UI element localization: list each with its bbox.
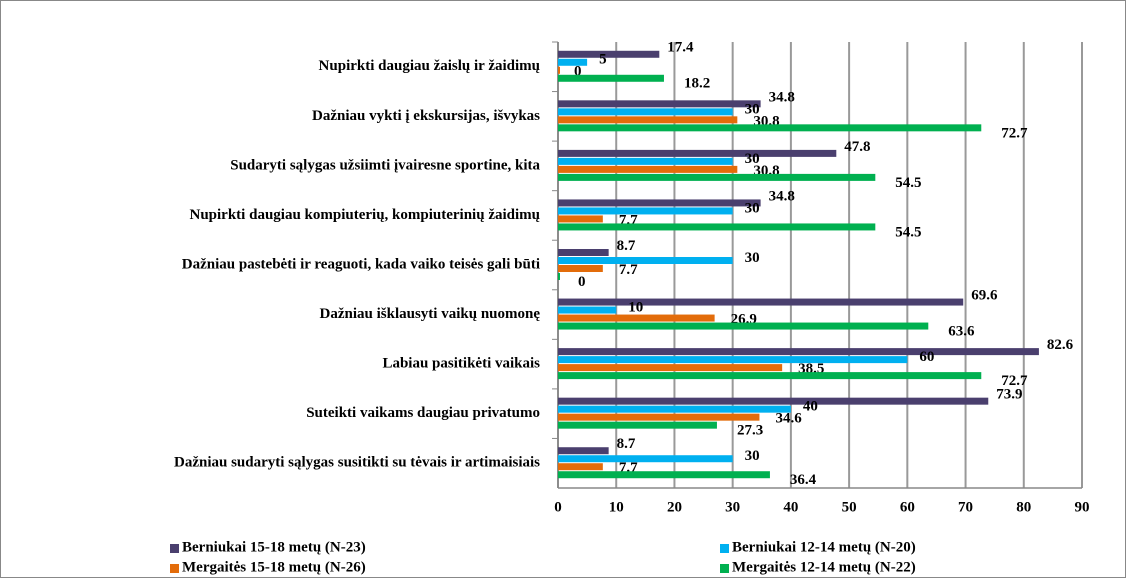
y-tick-label: Dažniau pastebėti ir reaguoti, kada vaik… — [182, 256, 540, 272]
x-tick-label: 70 — [958, 499, 973, 515]
y-tick-label: Sudaryti sąlygas užsiimti įvairesne spor… — [230, 157, 540, 173]
data-label: 69.6 — [971, 287, 998, 303]
bar — [558, 124, 982, 132]
y-tick-label: Nupirkti daugiau žaislų ir žaidimų — [319, 58, 540, 74]
data-label: 30 — [745, 151, 760, 167]
legend-swatch — [170, 544, 179, 553]
bar — [558, 74, 664, 82]
bar — [558, 348, 1039, 356]
data-label: 0 — [578, 274, 586, 290]
legend-label: Mergaitės 15-18 metų (N-26) — [182, 559, 366, 575]
legend-label: Mergaitės 12-14 metų (N-22) — [732, 559, 916, 575]
legend-swatch — [170, 564, 179, 573]
data-label: 82.6 — [1047, 337, 1074, 353]
bar — [558, 257, 733, 264]
data-label: 8.7 — [617, 238, 636, 254]
legend-swatch — [720, 544, 729, 553]
bar — [558, 207, 733, 215]
bar — [558, 108, 733, 116]
x-tick-label: 80 — [1016, 499, 1031, 515]
data-label: 36.4 — [790, 472, 817, 488]
y-tick-label: Nupirkti daugiau kompiuterių, kompiuteri… — [190, 207, 541, 223]
data-label: 47.8 — [844, 139, 870, 155]
data-label: 8.7 — [617, 436, 636, 452]
data-label: 30 — [745, 250, 760, 266]
bar — [558, 405, 791, 413]
data-label: 34.6 — [775, 411, 802, 427]
data-label: 18.2 — [684, 76, 710, 92]
legend-swatch — [720, 564, 729, 573]
bar — [558, 173, 876, 181]
x-tick-label: 50 — [842, 499, 857, 515]
bar — [558, 372, 982, 380]
bar — [558, 66, 560, 74]
data-label: 63.6 — [948, 323, 975, 339]
data-label: 5 — [599, 52, 607, 68]
data-label: 72.7 — [1001, 125, 1028, 141]
y-tick-label: Dažniau sudaryti sąlygas susitikti su tė… — [174, 455, 540, 471]
x-tick-label: 0 — [554, 499, 562, 515]
bar — [558, 223, 876, 231]
data-label: 54.5 — [895, 224, 921, 240]
data-label: 34.8 — [769, 89, 795, 105]
bar — [558, 306, 617, 314]
bar — [558, 397, 989, 405]
bar — [558, 199, 761, 207]
bar — [558, 322, 929, 330]
bar — [558, 157, 733, 165]
x-tick-label: 10 — [609, 499, 624, 515]
bar — [558, 100, 761, 108]
data-label: 72.7 — [1001, 373, 1028, 389]
x-tick-label: 40 — [783, 499, 798, 515]
data-label: 54.5 — [895, 175, 921, 191]
data-label: 0 — [574, 64, 582, 80]
bar — [558, 249, 609, 256]
bar — [558, 421, 717, 429]
y-tick-label: Dažniau vykti į ekskursijas, išvykas — [312, 108, 540, 124]
data-label: 73.9 — [996, 387, 1022, 403]
x-tick-label: 20 — [667, 499, 682, 515]
data-label: 7.7 — [619, 262, 638, 278]
bar — [558, 471, 770, 479]
y-tick-label: Dažniau išklausyti vaikų nuomonę — [320, 306, 541, 322]
bar — [558, 413, 760, 421]
data-label: 60 — [919, 349, 934, 365]
data-label: 17.4 — [667, 40, 694, 56]
x-tick-label: 90 — [1075, 499, 1090, 515]
bar — [558, 447, 609, 455]
bar — [558, 265, 603, 272]
bar — [558, 314, 715, 322]
bar — [558, 273, 560, 280]
data-label: 30 — [745, 200, 760, 216]
bar — [558, 149, 837, 157]
legend-label: Berniukai 12-14 metų (N-20) — [732, 539, 916, 555]
bar — [558, 356, 908, 364]
legend-label: Berniukai 15-18 metų (N-23) — [182, 539, 366, 555]
data-label: 34.8 — [769, 188, 795, 204]
data-label: 27.3 — [737, 423, 763, 439]
data-label: 40 — [803, 399, 818, 415]
bar — [558, 215, 603, 223]
bar — [558, 298, 964, 306]
bar — [558, 165, 738, 173]
data-label: 10 — [628, 299, 643, 315]
bar — [558, 116, 738, 124]
bar — [558, 364, 783, 372]
bar — [558, 50, 660, 58]
y-tick-label: Labiau pasitikėti vaikais — [382, 356, 540, 372]
bar — [558, 463, 603, 471]
x-tick-label: 60 — [900, 499, 915, 515]
x-tick-label: 30 — [725, 499, 740, 515]
data-label: 30 — [745, 101, 760, 117]
y-tick-label: Suteikti vaikams daugiau privatumo — [306, 405, 540, 421]
bar — [558, 455, 733, 463]
data-label: 30 — [745, 448, 760, 464]
bar — [558, 58, 588, 66]
